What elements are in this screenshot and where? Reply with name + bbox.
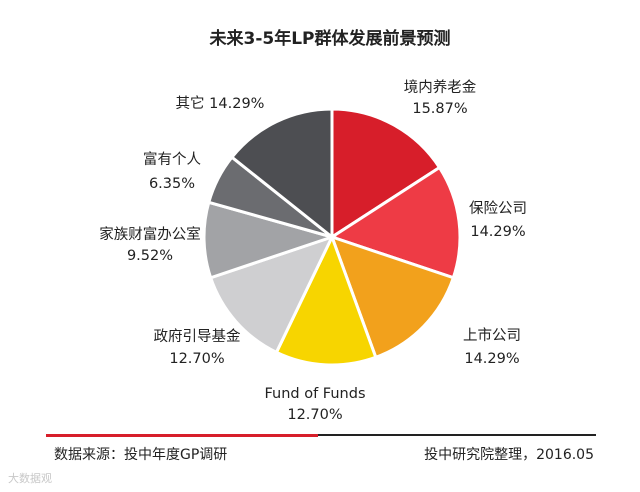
- slice-value-label: 9.52%: [127, 248, 173, 264]
- slice-value-label: 6.35%: [149, 176, 195, 192]
- slice-name-label: 政府引导基金: [154, 328, 241, 345]
- slice-value-label: 14.29%: [464, 351, 519, 367]
- slice-value-label: 14.29%: [470, 224, 525, 240]
- slice-name-label: Fund of Funds: [264, 386, 365, 402]
- slice-name-label: 家族财富办公室: [99, 225, 201, 243]
- pie-slice: [328, 165, 462, 280]
- chart-title: 未来3-5年LP群体发展前景预测: [208, 28, 450, 49]
- pie-slice: [208, 234, 335, 355]
- pie-slice: [330, 107, 442, 240]
- slice-value-label: 12.70%: [169, 351, 224, 367]
- slice-value-label: 12.70%: [287, 407, 342, 423]
- slice-name-label: 富有个人: [143, 150, 201, 168]
- source-note: 数据来源：投中年度GP调研: [54, 447, 228, 463]
- pie-slice: [274, 233, 378, 367]
- slice-name-label: 上市公司: [463, 327, 521, 344]
- slice-labels: 境内养老金 15.87% 保险公司 14.29% 上市公司 14.29% Fund of F…: [99, 78, 527, 423]
- pie-slice: [329, 234, 456, 360]
- footer-rule-black: [318, 434, 596, 436]
- watermark: 大数据观: [8, 472, 52, 485]
- slice-name-label: 保险公司: [469, 200, 527, 217]
- pie-slice: [229, 107, 334, 241]
- slice-value-label: 15.87%: [412, 101, 467, 117]
- credit-note: 投中研究院整理，2016.05: [424, 447, 594, 463]
- slice-label: 其它 14.29%: [176, 94, 265, 112]
- footer-rule-red: [46, 434, 318, 437]
- pie-slices: [202, 107, 462, 367]
- slice-name-label: 境内养老金: [404, 78, 477, 96]
